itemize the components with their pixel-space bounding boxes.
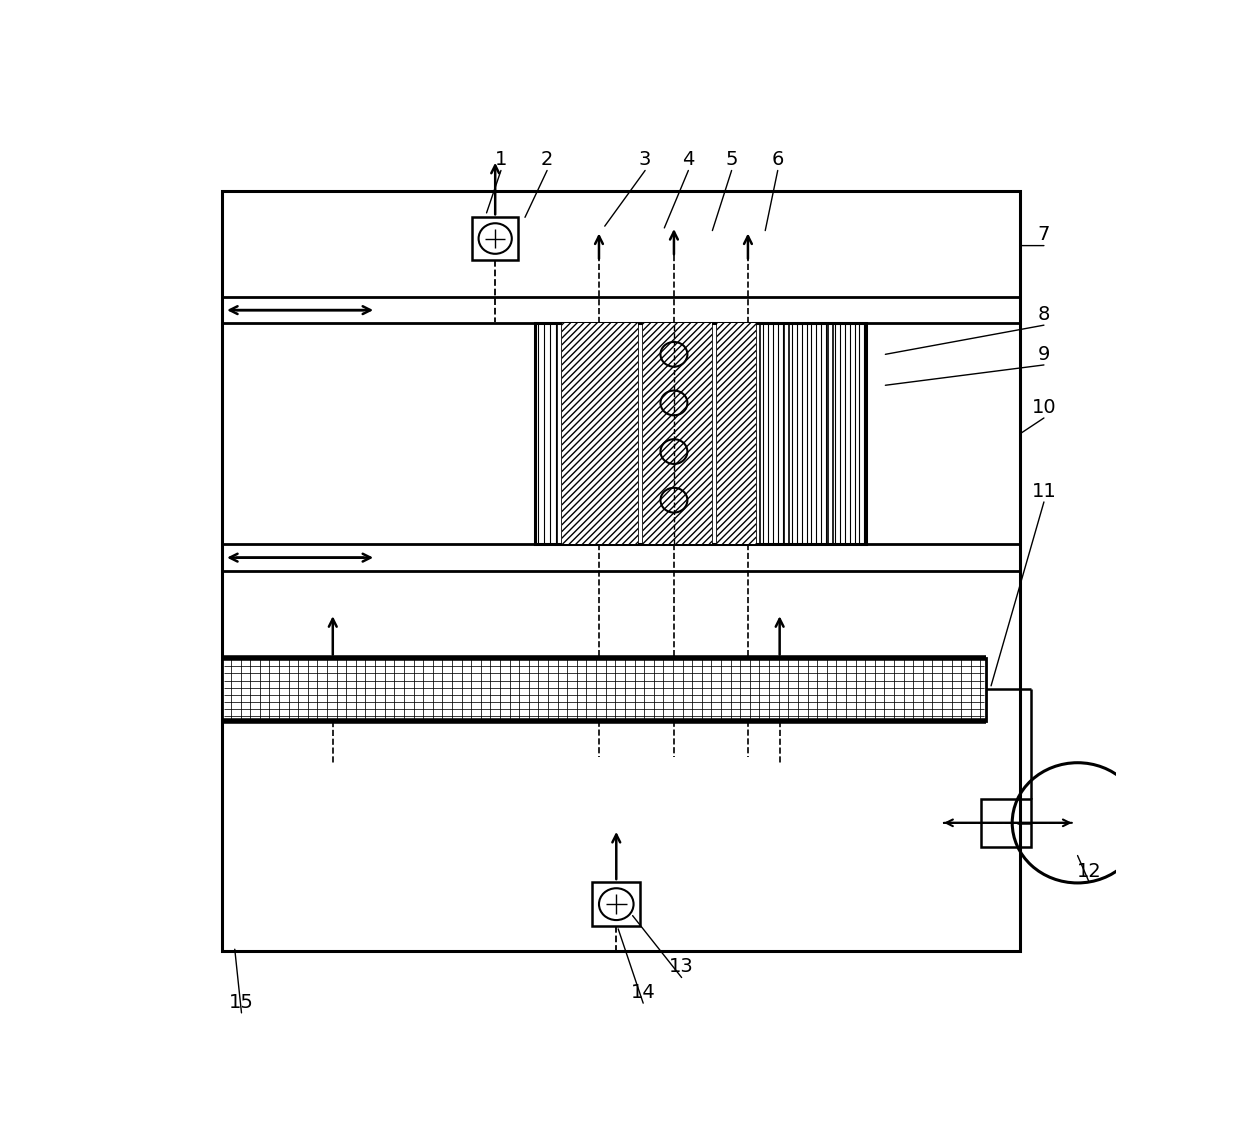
Bar [222, 658, 986, 721]
Text: 11: 11 [1032, 482, 1056, 501]
Text: 4: 4 [682, 150, 694, 170]
Text: 3: 3 [639, 150, 651, 170]
Text: 13: 13 [670, 957, 694, 977]
Text: 8: 8 [1038, 305, 1050, 324]
Text: 1: 1 [495, 150, 507, 170]
Text: 5: 5 [725, 150, 738, 170]
Bar [562, 324, 639, 544]
Bar [472, 217, 518, 259]
Text: 12: 12 [1076, 862, 1101, 881]
Bar [982, 799, 1032, 847]
Text: 7: 7 [1038, 225, 1050, 245]
Bar [222, 191, 1019, 951]
Text: 2: 2 [541, 150, 553, 170]
Text: 9: 9 [1038, 344, 1050, 364]
Bar [717, 324, 755, 544]
Text: 14: 14 [631, 983, 656, 1002]
Text: 6: 6 [771, 150, 784, 170]
Bar [534, 324, 866, 544]
Text: 10: 10 [1032, 398, 1056, 417]
Bar [644, 324, 712, 544]
Text: 15: 15 [229, 993, 254, 1011]
Bar [593, 882, 640, 926]
